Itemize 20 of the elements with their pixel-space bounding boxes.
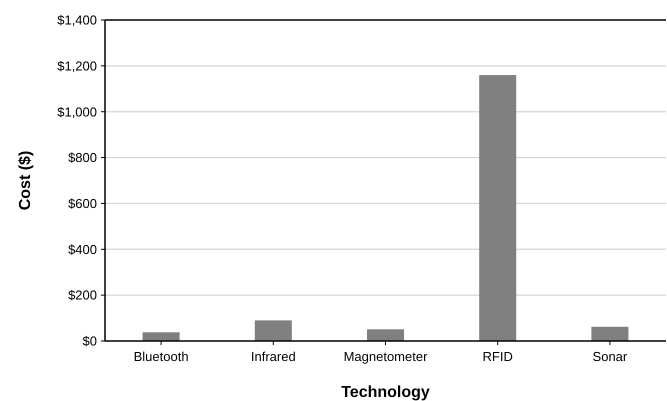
y-tick-label: $1,000 (57, 104, 97, 120)
x-tick-label: RFID (482, 349, 513, 364)
x-tick-label: Bluetooth (134, 349, 189, 364)
x-tick-label: Sonar (592, 349, 628, 364)
y-tick-label: $1,400 (57, 12, 97, 28)
bar (254, 320, 292, 341)
bar (366, 329, 404, 341)
bar (591, 326, 628, 341)
x-tick-label: Magnetometer (344, 349, 428, 364)
y-tick-label: $1,200 (57, 58, 97, 74)
y-tick-label: $400 (68, 242, 97, 257)
y-tick-label: $600 (68, 196, 97, 211)
y-tick-label: $200 (68, 288, 97, 303)
y-tick-label: $800 (68, 150, 97, 166)
y-tick-label: $0 (82, 334, 97, 349)
bar (142, 332, 180, 341)
x-axis-title: Technology (341, 384, 430, 401)
y-axis-title: Cost ($) (17, 150, 34, 210)
x-tick-label: Infrared (250, 349, 296, 364)
bar (479, 75, 516, 341)
